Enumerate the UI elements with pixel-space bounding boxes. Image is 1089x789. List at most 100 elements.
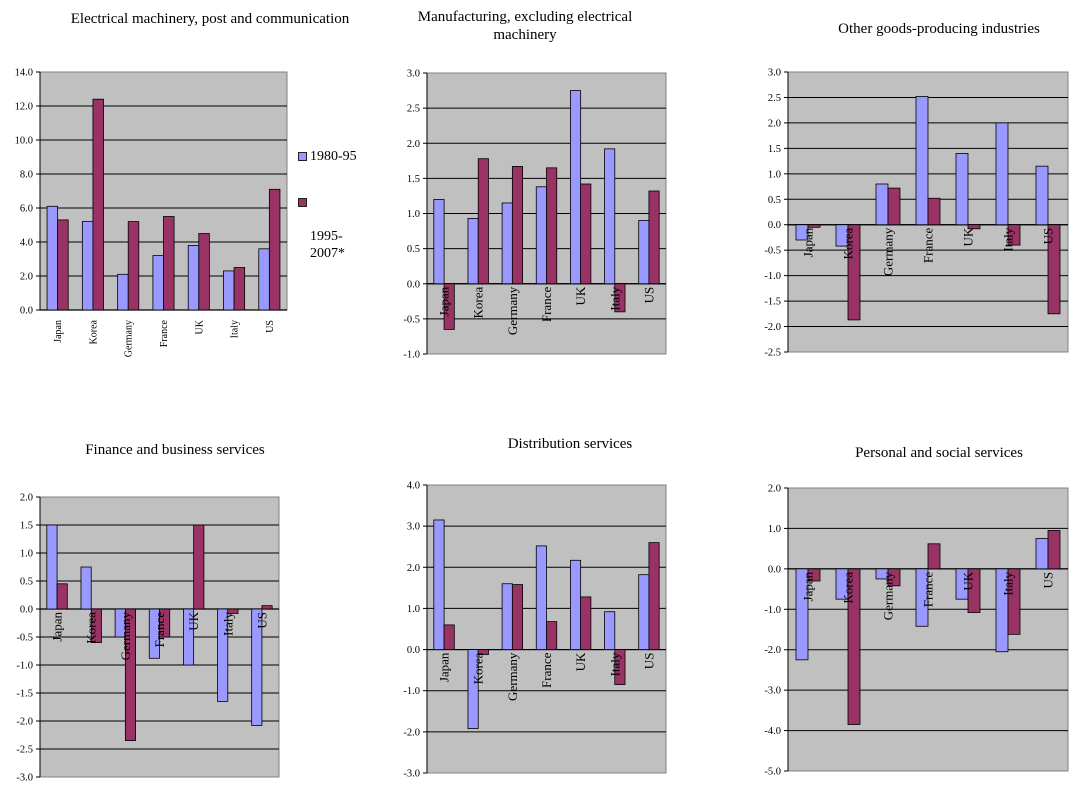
x-tick-label: Korea [88,319,99,344]
bar-us-s2 [268,188,281,311]
bar-italy-s2 [227,608,239,614]
bar-korea-s1 [467,649,479,729]
y-tick-label: -3.0 [16,773,33,784]
bar-italy-s2 [1007,568,1021,635]
bar-uk-s2 [967,224,981,230]
bar-uk-s2 [580,596,592,650]
bar-us-s1 [1035,165,1049,226]
x-tick-label: UK [573,652,588,671]
bar-japan-s1 [795,224,809,241]
y-tick-label: -1.5 [16,689,33,700]
chart-6: -5.0 -4.0 -3.0 -2.0 -1.0 0.0 1.0 2.0 Japan Korea G… [764,484,1069,778]
y-tick-label: 12.0 [15,102,33,113]
y-tick-label: 14.0 [15,68,33,79]
y-tick-label: 0.5 [407,244,420,255]
bar-germany-s2 [511,584,523,650]
y-tick-label: -2.5 [764,348,781,359]
bar-us-s2 [1047,530,1061,570]
y-tick-label: 2.0 [768,484,781,495]
x-tick-label: Germany [881,571,896,620]
bar-korea-s2 [92,98,104,311]
y-tick-label: 0.0 [407,645,420,656]
bar-japan-s1 [46,205,59,311]
bar-japan-s1 [46,524,58,610]
legend: 1980-95 1995- 2007* [296,148,376,262]
bar-japan-s1 [795,568,809,661]
bar-france-s2 [163,216,175,311]
y-tick-label: 3.0 [407,522,420,533]
bar-italy-s1 [217,608,229,702]
bar-korea-s2 [477,649,489,655]
x-tick-label: Germany [118,612,133,661]
bar-germany-s1 [501,583,513,650]
bar-japan-s1 [433,199,445,285]
bar-france-s2 [546,621,558,650]
y-tick-label: 0.0 [20,306,33,317]
y-tick-label: 0.5 [20,577,33,588]
x-tick-label: Korea [471,652,486,684]
y-tick-label: 0.0 [407,279,420,290]
bar-germany-s1 [117,273,129,311]
plot-area [787,487,1069,772]
y-tick-label: -2.5 [16,745,33,756]
y-tick-label: 1.0 [768,524,781,535]
bar-korea-s2 [90,608,102,643]
bar-italy-s1 [223,270,235,311]
chart-2: -1.0 -0.5 0.0 0.5 1.0 1.5 2.0 2.5 3.0 Japan Korea G… [403,69,667,361]
bar-france-s2 [546,167,558,285]
bar-italy-s1 [604,611,616,650]
x-tick-label: France [152,612,167,648]
x-tick-label: France [539,652,554,688]
legend-item-1980-95: 1980-95 [296,148,376,165]
y-tick-label: -3.0 [764,686,781,697]
x-tick-label: UK [961,227,976,246]
bar-italy-s2 [614,649,626,685]
x-tick-label: France [921,572,936,608]
y-tick-label: 2.0 [20,493,33,504]
y-tick-label: 4.0 [407,481,420,492]
bar-france-s1 [535,186,547,285]
bar-korea-s2 [847,224,861,321]
bar-korea-s2 [847,568,861,725]
y-tick-label: -0.5 [403,314,420,325]
y-tick-label: 4.0 [20,238,33,249]
x-tick-label: Italy [230,320,241,338]
bar-uk-s2 [198,233,210,311]
bar-us-s1 [258,248,270,311]
bar-us-s2 [648,190,660,285]
x-tick-label: US [641,287,656,304]
x-tick-label: Japan [50,612,65,642]
x-tick-label: US [1041,572,1056,589]
x-tick-label: UK [573,286,588,305]
bar-germany-s2 [887,568,901,587]
x-tick-label: Germany [881,227,896,276]
bar-japan-s1 [433,519,445,650]
bar-france-s2 [927,543,941,570]
bar-us-s1 [638,220,650,285]
x-tick-label: Italy [1001,571,1016,595]
x-tick-label: Italy [607,286,622,310]
x-tick-label: Japan [801,227,816,257]
y-tick-label: 2.0 [407,563,420,574]
y-tick-label: 1.5 [20,521,33,532]
y-tick-label: 6.0 [20,204,33,215]
y-tick-label: 2.0 [20,272,33,283]
legend-swatch-1995-2007 [298,198,307,207]
bar-uk-s1 [187,244,200,311]
bar-germany-s2 [124,608,136,742]
bar-us-s1 [638,574,650,650]
x-tick-label: Italy [1001,227,1016,251]
bar-france-s1 [152,255,164,311]
y-tick-label: -1.0 [403,350,420,361]
x-tick-label: Germany [505,652,520,701]
y-tick-label: 0.5 [768,195,781,206]
bar-japan-s2 [443,624,455,650]
x-tick-label: US [1041,228,1056,245]
x-tick-label: Italy [607,652,622,676]
x-tick-label: Korea [84,612,99,644]
y-tick-label: 2.0 [768,118,781,129]
y-tick-label: -2.0 [764,322,781,333]
chart-title-3: Other goods-producing industries [838,21,1040,37]
y-tick-label: -2.0 [16,717,33,728]
